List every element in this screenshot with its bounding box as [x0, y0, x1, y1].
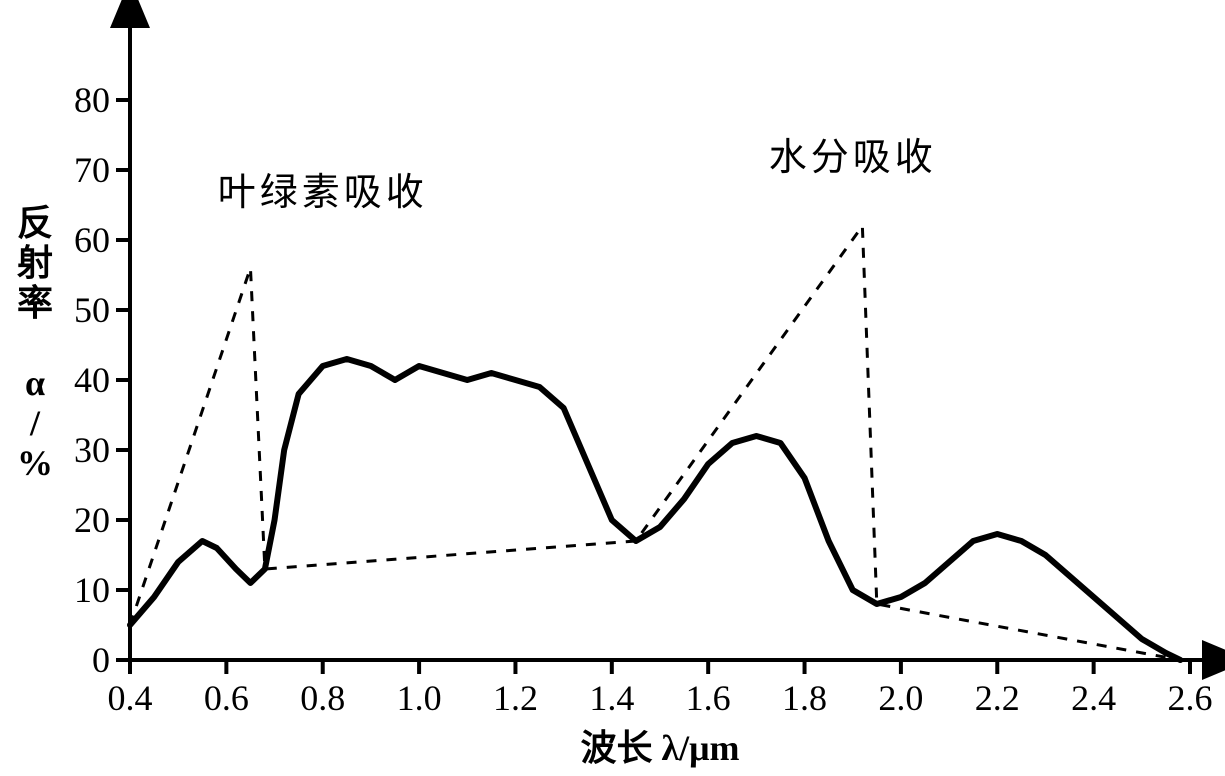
y-tick-label: 30: [74, 430, 110, 470]
y-axis-label-char: %: [17, 443, 53, 483]
x-tick-label: 0.8: [300, 678, 345, 718]
y-axis-label-char: 率: [17, 283, 53, 323]
y-tick-label: 20: [74, 500, 110, 540]
x-tick-label: 0.4: [108, 678, 153, 718]
y-axis-label-char: 射: [17, 243, 53, 283]
y-axis-label-char: /: [29, 403, 41, 443]
axes-group: [130, 20, 1210, 660]
y-tick-label: 0: [92, 640, 110, 680]
y-tick-label: 70: [74, 150, 110, 190]
y-axis-label-char: 反: [17, 203, 53, 243]
y-tick-label: 60: [74, 220, 110, 260]
x-tick-label: 1.8: [782, 678, 827, 718]
reflectance-line: [130, 359, 1180, 660]
series-group: [130, 226, 1180, 660]
chart-svg: 0.4 0.6 0.8 1.0 1.2 1.4 1.6 1.8 2.0 2.2 2.4 2.6 0 10 2…: [0, 0, 1225, 776]
x-tick-label: 2.4: [1071, 678, 1116, 718]
x-tick-label: 1.0: [397, 678, 442, 718]
x-tick-label: 1.4: [589, 678, 634, 718]
chart-root: 0.4 0.6 0.8 1.0 1.2 1.4 1.6 1.8 2.0 2.2 2.4 2.6 0 10 2…: [0, 0, 1225, 776]
y-tick-label: 40: [74, 360, 110, 400]
x-tick-label: 1.6: [686, 678, 731, 718]
y-tick-label: 80: [74, 80, 110, 120]
annotation-label-1: 水分吸收: [769, 137, 937, 179]
x-axis-label: 波长 λ/μm: [580, 728, 739, 768]
x-tick-label: 2.6: [1168, 678, 1213, 718]
annotation-label-0: 叶绿素吸收: [218, 172, 428, 214]
x-tick-label: 2.0: [878, 678, 923, 718]
annotation-group: 叶绿素吸收 水分吸收: [218, 137, 937, 214]
x-tick-label: 0.6: [204, 678, 249, 718]
x-tick-label: 2.2: [975, 678, 1020, 718]
x-tick-label: 1.2: [493, 678, 538, 718]
y-axis-label-char: α: [25, 363, 45, 403]
y-tick-label: 10: [74, 570, 110, 610]
y-tick-label: 50: [74, 290, 110, 330]
